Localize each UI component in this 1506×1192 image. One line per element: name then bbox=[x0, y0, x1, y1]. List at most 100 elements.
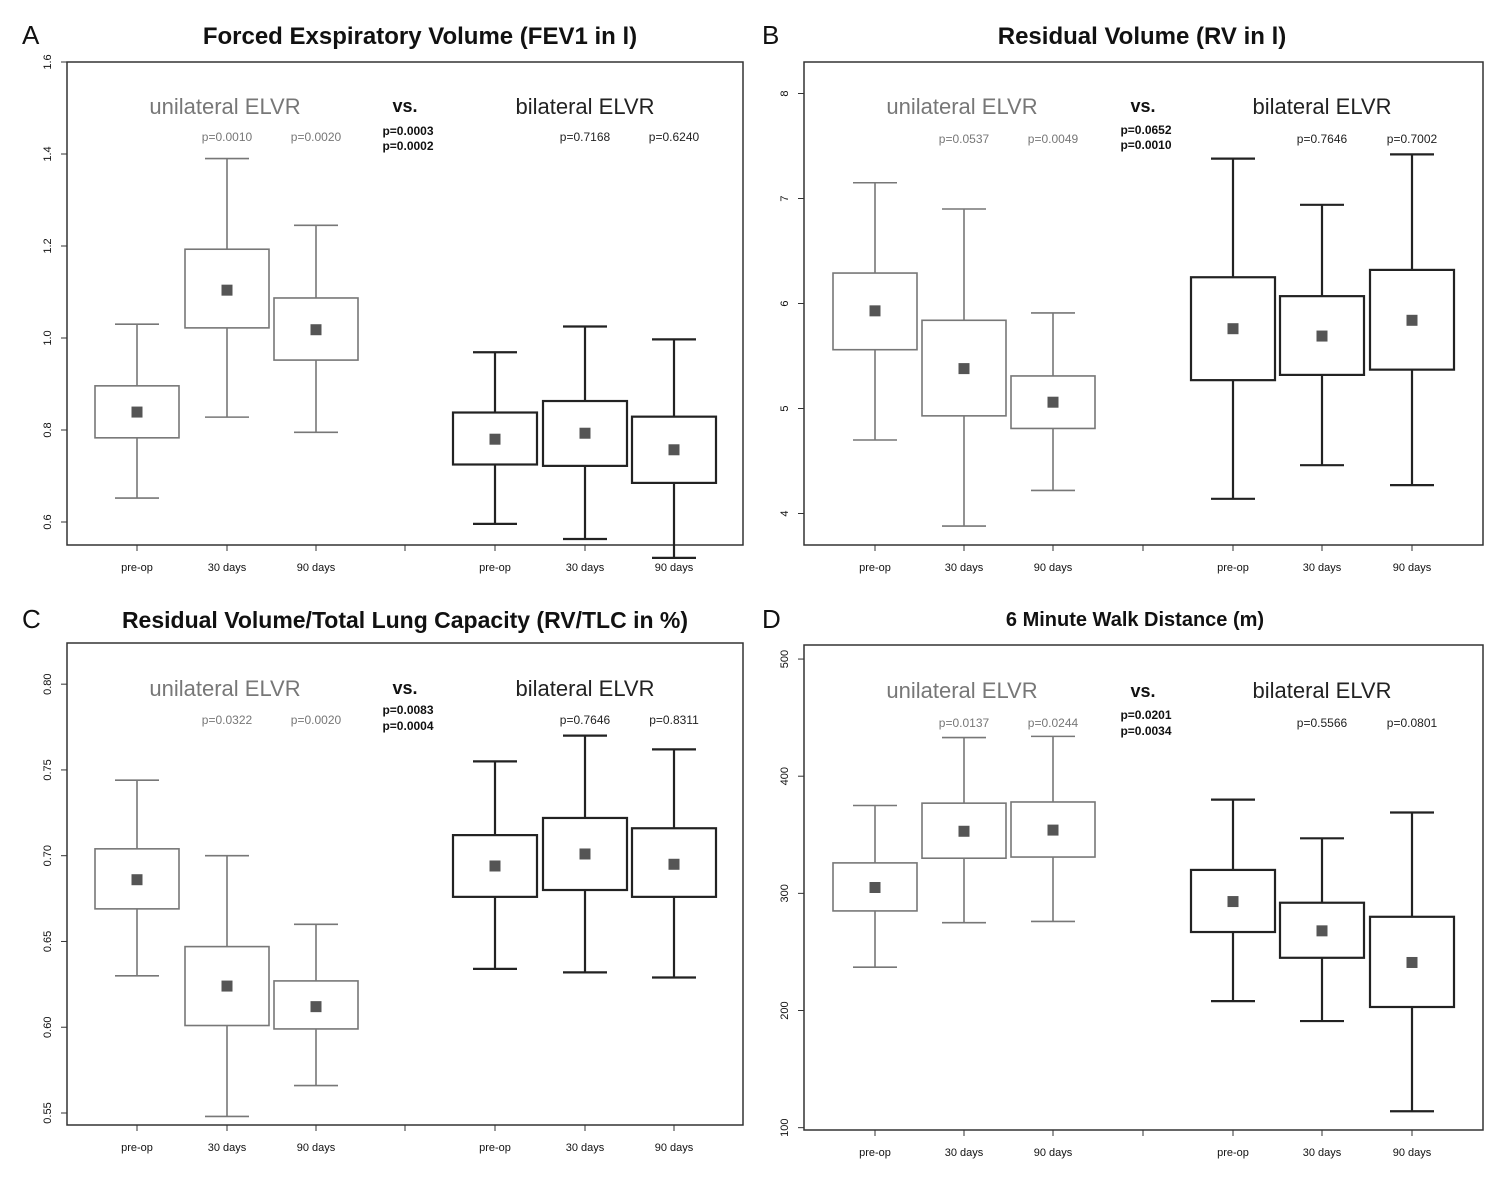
median-marker bbox=[1316, 925, 1328, 937]
p-value-label: p=0.0322 bbox=[202, 713, 253, 727]
x-tick-label: 90 days bbox=[297, 562, 336, 574]
p-value-label: p=0.8311 bbox=[649, 713, 699, 727]
p-value-label: p=0.0020 bbox=[291, 130, 342, 144]
y-tick-label: 0.65 bbox=[42, 931, 54, 952]
y-tick-label: 400 bbox=[779, 767, 791, 785]
box-unilateral-90-days bbox=[1010, 312, 1096, 492]
box-unilateral-30-days bbox=[921, 736, 1007, 924]
panel-letter: D bbox=[762, 604, 781, 634]
y-tick-label: 0.80 bbox=[42, 673, 54, 694]
vs-p-value: p=0.0002 bbox=[382, 139, 433, 153]
x-tick-label: 90 days bbox=[1393, 562, 1432, 574]
p-value-label: p=0.0049 bbox=[1028, 132, 1079, 146]
p-value-label: p=0.0537 bbox=[939, 132, 990, 146]
median-marker bbox=[869, 882, 881, 893]
vs-label: vs. bbox=[1130, 681, 1155, 701]
group-label: bilateral ELVR bbox=[1253, 94, 1392, 119]
vs-label: vs. bbox=[392, 678, 417, 698]
median-marker bbox=[668, 444, 680, 456]
vs-p-value: p=0.0201 bbox=[1120, 708, 1171, 722]
y-tick-label: 0.60 bbox=[42, 1017, 54, 1038]
median-marker bbox=[579, 427, 591, 439]
median-marker bbox=[489, 433, 501, 445]
box-bilateral-90-days bbox=[1368, 811, 1456, 1113]
panel-title: Residual Volume/Total Lung Capacity (RV/… bbox=[122, 607, 688, 633]
box-bilateral-30-days bbox=[1278, 837, 1366, 1023]
box-bilateral-30-days bbox=[541, 325, 629, 541]
panel-b: B Residual Volume (RV in l) 4 5 6 7 8 pre-op 30 … bbox=[762, 20, 1484, 574]
box-unilateral-pre-op bbox=[94, 323, 180, 499]
panel-title: Forced Exspiratory Volume (FEV1 in l) bbox=[203, 23, 637, 50]
p-value-label: p=0.7646 bbox=[560, 713, 611, 727]
x-tick-label: 30 days bbox=[945, 1147, 984, 1159]
p-value-label: p=0.0020 bbox=[291, 713, 342, 727]
median-marker bbox=[668, 858, 680, 870]
vs-p-value: p=0.0010 bbox=[1120, 138, 1171, 152]
median-marker bbox=[131, 874, 143, 886]
p-value-label: p=0.0137 bbox=[939, 716, 990, 730]
box-iqr bbox=[94, 848, 180, 910]
p-value-label: p=0.5566 bbox=[1297, 716, 1348, 730]
panel-letter: C bbox=[22, 604, 41, 634]
group-label: unilateral ELVR bbox=[886, 94, 1037, 119]
y-tick-label: 0.6 bbox=[42, 514, 54, 529]
median-marker bbox=[310, 1001, 322, 1013]
median-marker bbox=[958, 363, 970, 375]
p-value-label: p=0.7002 bbox=[1387, 132, 1438, 146]
p-value-label: p=0.0010 bbox=[202, 130, 253, 144]
box-unilateral-90-days bbox=[273, 923, 359, 1087]
x-tick-label: 30 days bbox=[208, 1142, 247, 1154]
box-unilateral-pre-op bbox=[832, 181, 918, 441]
x-tick-label: pre-op bbox=[479, 562, 511, 574]
x-tick-label: 30 days bbox=[1303, 562, 1342, 574]
x-tick-label: 90 days bbox=[297, 1142, 336, 1154]
box-unilateral-pre-op bbox=[94, 779, 180, 977]
x-tick-label: 90 days bbox=[1393, 1147, 1432, 1159]
median-marker bbox=[1406, 314, 1418, 326]
panel-letter: A bbox=[22, 20, 40, 50]
median-marker bbox=[310, 324, 322, 336]
box-bilateral-30-days bbox=[1278, 203, 1366, 467]
median-marker bbox=[221, 284, 233, 296]
x-tick-label: pre-op bbox=[859, 562, 891, 574]
panel-title: 6 Minute Walk Distance (m) bbox=[1006, 609, 1264, 631]
y-tick-label: 200 bbox=[779, 1001, 791, 1019]
p-value-label: p=0.7168 bbox=[560, 130, 611, 144]
median-marker bbox=[1316, 330, 1328, 342]
group-label: unilateral ELVR bbox=[149, 676, 300, 701]
y-tick-label: 4 bbox=[779, 510, 791, 516]
x-tick-label: 30 days bbox=[566, 1142, 605, 1154]
median-marker bbox=[1227, 323, 1239, 335]
median-marker bbox=[579, 848, 591, 860]
p-value-label: p=0.6240 bbox=[649, 130, 700, 144]
x-tick-label: pre-op bbox=[121, 1142, 153, 1154]
x-tick-label: 30 days bbox=[566, 562, 605, 574]
box-bilateral-90-days bbox=[1368, 153, 1456, 487]
y-tick-label: 1.0 bbox=[42, 330, 54, 345]
vs-p-value: p=0.0003 bbox=[382, 124, 433, 138]
group-label: bilateral ELVR bbox=[516, 676, 655, 701]
y-tick-label: 5 bbox=[779, 405, 791, 411]
median-marker bbox=[1227, 896, 1239, 908]
x-tick-label: pre-op bbox=[479, 1142, 511, 1154]
box-unilateral-30-days bbox=[921, 208, 1007, 527]
group-label: unilateral ELVR bbox=[886, 678, 1037, 703]
panel-c: C Residual Volume/Total Lung Capacity (RV… bbox=[22, 604, 744, 1154]
median-marker bbox=[1047, 824, 1059, 836]
p-value-label: p=0.7646 bbox=[1297, 132, 1348, 146]
y-tick-label: 100 bbox=[779, 1118, 791, 1136]
box-bilateral-pre-op bbox=[451, 351, 539, 525]
box-bilateral-90-days bbox=[630, 338, 718, 559]
box-bilateral-pre-op bbox=[1189, 157, 1277, 500]
median-marker bbox=[1047, 396, 1059, 408]
x-tick-label: 90 days bbox=[655, 1142, 694, 1154]
median-marker bbox=[221, 980, 233, 992]
x-tick-label: 30 days bbox=[945, 562, 984, 574]
box-unilateral-30-days bbox=[184, 854, 270, 1118]
box-unilateral-90-days bbox=[1010, 735, 1096, 923]
group-label: unilateral ELVR bbox=[149, 94, 300, 119]
box-bilateral-pre-op bbox=[1189, 798, 1277, 1003]
box-bilateral-30-days bbox=[541, 734, 629, 974]
box-iqr bbox=[1010, 375, 1096, 430]
